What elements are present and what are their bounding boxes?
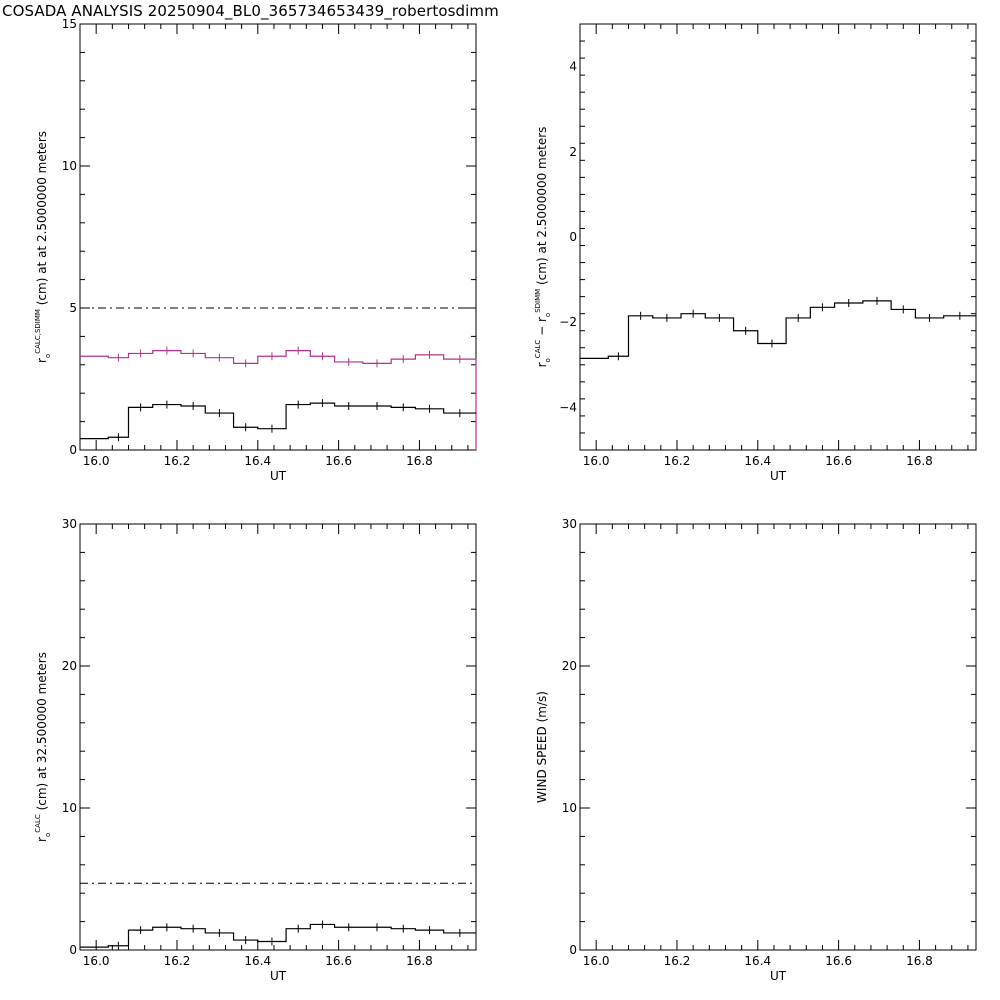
y-axis-label: roCALC − roSDIMM (cm) at 2.5000000 meter… [534,127,552,368]
x-tick-label: 16.0 [583,454,610,468]
x-tick-label: 16.8 [906,954,933,968]
x-tick-label: 16.2 [664,954,691,968]
y-axis-label: roCALC,SDIMM (cm) at at 2.5000000 meters [34,131,52,363]
plot-frame [579,23,977,451]
x-axis-label: UT [270,969,287,983]
panel-1: 16.0 16.2 16.4 16.6 16.8 UT 0 5 10 15 roCALC,SDIMM… [34,17,477,483]
x-tick-label: 16.4 [744,954,771,968]
y-tick-label: 20 [562,659,577,673]
y-tick-label: 0 [569,230,577,244]
plot-frame [79,23,477,451]
series-black-line [580,300,976,360]
y-tick-label: 10 [62,801,77,815]
y-tick-label: −2 [559,315,577,329]
y-tick-label: 30 [562,517,577,531]
x-tick-label: 16.2 [664,454,691,468]
y-axis-label: WIND SPEED (m/s) [535,691,549,803]
y-tick-label: 10 [62,159,77,173]
x-axis-label: UT [770,969,787,983]
plot-frame [79,523,477,951]
x-axis-label: UT [270,469,287,483]
x-tick-label: 16.8 [406,954,433,968]
y-tick-label: 2 [569,145,577,159]
panel-4: 16.0 16.2 16.4 16.6 16.8 UT 0 10 20 30 WIND SPEED … [535,517,977,983]
x-tick-label: 16.2 [164,954,191,968]
x-tick-label: 16.4 [744,454,771,468]
figure-title: COSADA ANALYSIS 20250904_BL0_36573465343… [2,2,499,20]
x-tick-label: 16.0 [83,454,110,468]
x-tick-label: 16.8 [906,454,933,468]
y-tick-label: 30 [62,517,77,531]
y-tick-label: 10 [562,801,577,815]
y-tick-label: 15 [62,17,77,31]
x-axis-label: UT [770,469,787,483]
x-tick-label: 16.6 [325,454,352,468]
y-tick-label: 20 [62,659,77,673]
x-tick-label: 16.4 [244,954,271,968]
series-black-line [80,923,476,948]
plot-frame [579,523,977,951]
y-tick-label: 0 [69,443,77,457]
x-tick-label: 16.2 [164,454,191,468]
x-tick-label: 16.8 [406,454,433,468]
x-tick-label: 16.6 [325,954,352,968]
x-tick-label: 16.4 [244,454,271,468]
series-magenta-line [80,350,477,450]
y-tick-label: 0 [69,943,77,957]
panel-3: 16.0 16.2 16.4 16.6 16.8 UT 0 10 20 30 roCALC (cm)… [34,517,477,983]
x-tick-label: 16.0 [83,954,110,968]
x-tick-label: 16.6 [825,954,852,968]
panel-2: 16.0 16.2 16.4 16.6 16.8 UT −4 −2 0 2 4 roCALC − ro… [534,23,977,483]
x-tick-label: 16.6 [825,454,852,468]
x-tick-label: 16.0 [583,954,610,968]
y-tick-label: 4 [569,60,577,74]
y-tick-label: 5 [69,301,77,315]
y-tick-label: −4 [559,400,577,414]
y-axis-label: roCALC (cm) at 32.500000 meters [34,652,52,842]
y-tick-label: 0 [569,943,577,957]
series-black-line [80,402,476,440]
